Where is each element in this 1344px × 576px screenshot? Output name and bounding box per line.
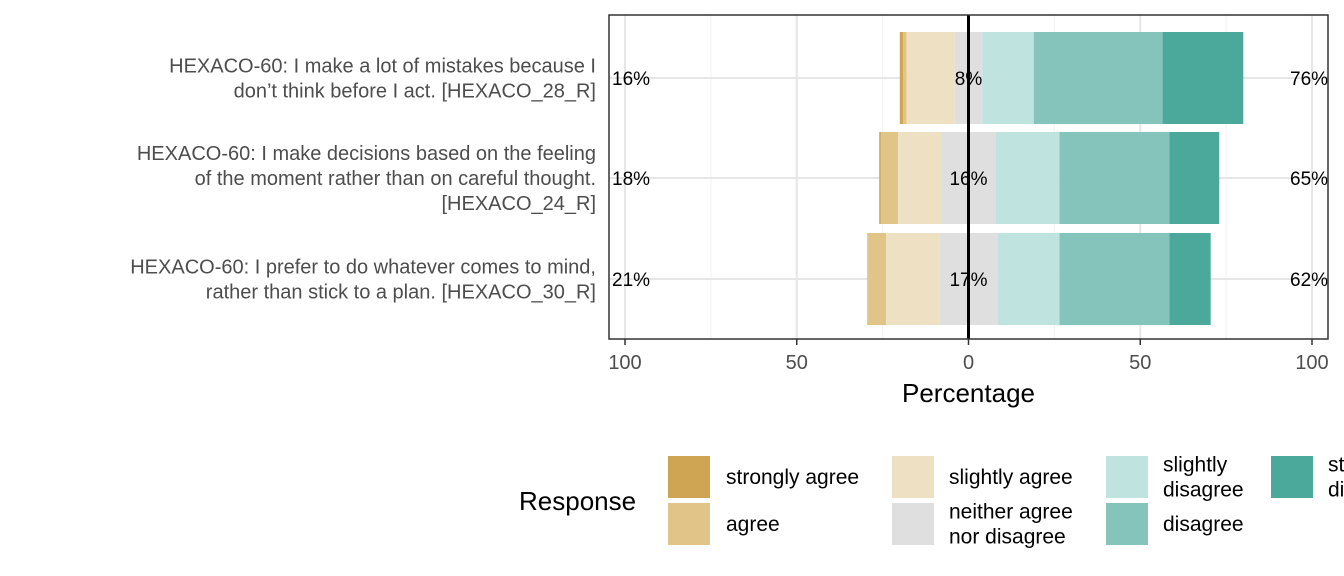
legend-label: nor disagree [949,526,1066,549]
left-percent-label: 16% [612,69,650,90]
bar-segment [898,132,942,224]
legend-title: Response [519,486,636,516]
bar-segment [997,233,1060,325]
bar-segment [1059,132,1170,224]
item-label-line: don’t think before I act. [HEXACO_28_R] [234,81,596,103]
bar-segment [1162,32,1244,124]
legend-swatch [1271,456,1313,498]
percent-labels: 16% 8% 76% 18% 16% 65% 21% 17% 62% [612,69,1328,291]
item-label-line: HEXACO-60: I make decisions based on the… [137,143,596,165]
right-percent-label: 62% [1290,270,1328,291]
bar-segment [982,32,1034,124]
bar-segments [867,32,1244,325]
legend-label: disagree [1328,479,1344,502]
bar-segment [1059,233,1170,325]
bar-segment [1033,32,1163,124]
legend: Response strongly agree agree slightly agr… [519,454,1344,549]
legend-label: strongly [1328,454,1344,477]
legend-swatch [892,503,934,545]
bar-segment [1169,132,1220,224]
center-percent-label: 16% [949,169,987,190]
right-percent-label: 76% [1290,69,1328,90]
legend-label: slightly agree [949,466,1073,489]
legend-label: strongly agree [726,466,859,489]
item-label-line: [HEXACO_24_R] [441,193,596,215]
legend-item: disagree [1106,503,1244,545]
bar-segment [879,132,881,224]
bar-segment [880,132,899,224]
bar-segment [1169,233,1211,325]
bar-segment [906,32,955,124]
legend-item: strongly agree [668,456,859,498]
legend-item: slightly agree [892,456,1073,498]
legend-item: strongly disagree [1271,454,1344,502]
item-label-line: HEXACO-60: I make a lot of mistakes beca… [169,56,596,78]
x-tick-label: 100 [1295,352,1328,374]
legend-item: agree [668,503,780,545]
legend-label: disagree [1163,513,1244,536]
bar-segment [886,233,940,325]
x-axis-title: Percentage [902,378,1035,408]
left-percent-label: 21% [612,270,650,291]
bar-segment [867,233,887,325]
bar-segment [903,32,907,124]
legend-label: slightly [1163,454,1228,477]
legend-swatch [1106,503,1148,545]
legend-swatch [892,456,934,498]
legend-label: disagree [1163,479,1244,502]
item-label-line: HEXACO-60: I prefer to do whatever comes… [130,257,596,279]
item-label-line: of the moment rather than on careful tho… [195,168,596,190]
x-axis-ticks: 100 50 0 50 100 [608,339,1329,374]
left-percent-label: 18% [612,169,650,190]
legend-label: agree [726,513,780,536]
legend-swatch [668,503,710,545]
item-label-line: rather than stick to a plan. [HEXACO_30_… [206,282,596,304]
x-tick-label: 50 [1129,352,1151,374]
legend-swatch [668,456,710,498]
bar-segment [995,132,1060,224]
x-tick-label: 0 [963,352,974,374]
legend-label: neither agree [949,501,1073,524]
x-tick-label: 50 [786,352,808,374]
legend-swatch [1106,456,1148,498]
item-labels: HEXACO-60: I make a lot of mistakes beca… [130,56,596,304]
right-percent-label: 65% [1290,169,1328,190]
bar-segment [899,32,904,124]
center-percent-label: 8% [955,69,983,90]
center-percent-label: 17% [949,270,987,291]
x-tick-label: 100 [608,352,641,374]
